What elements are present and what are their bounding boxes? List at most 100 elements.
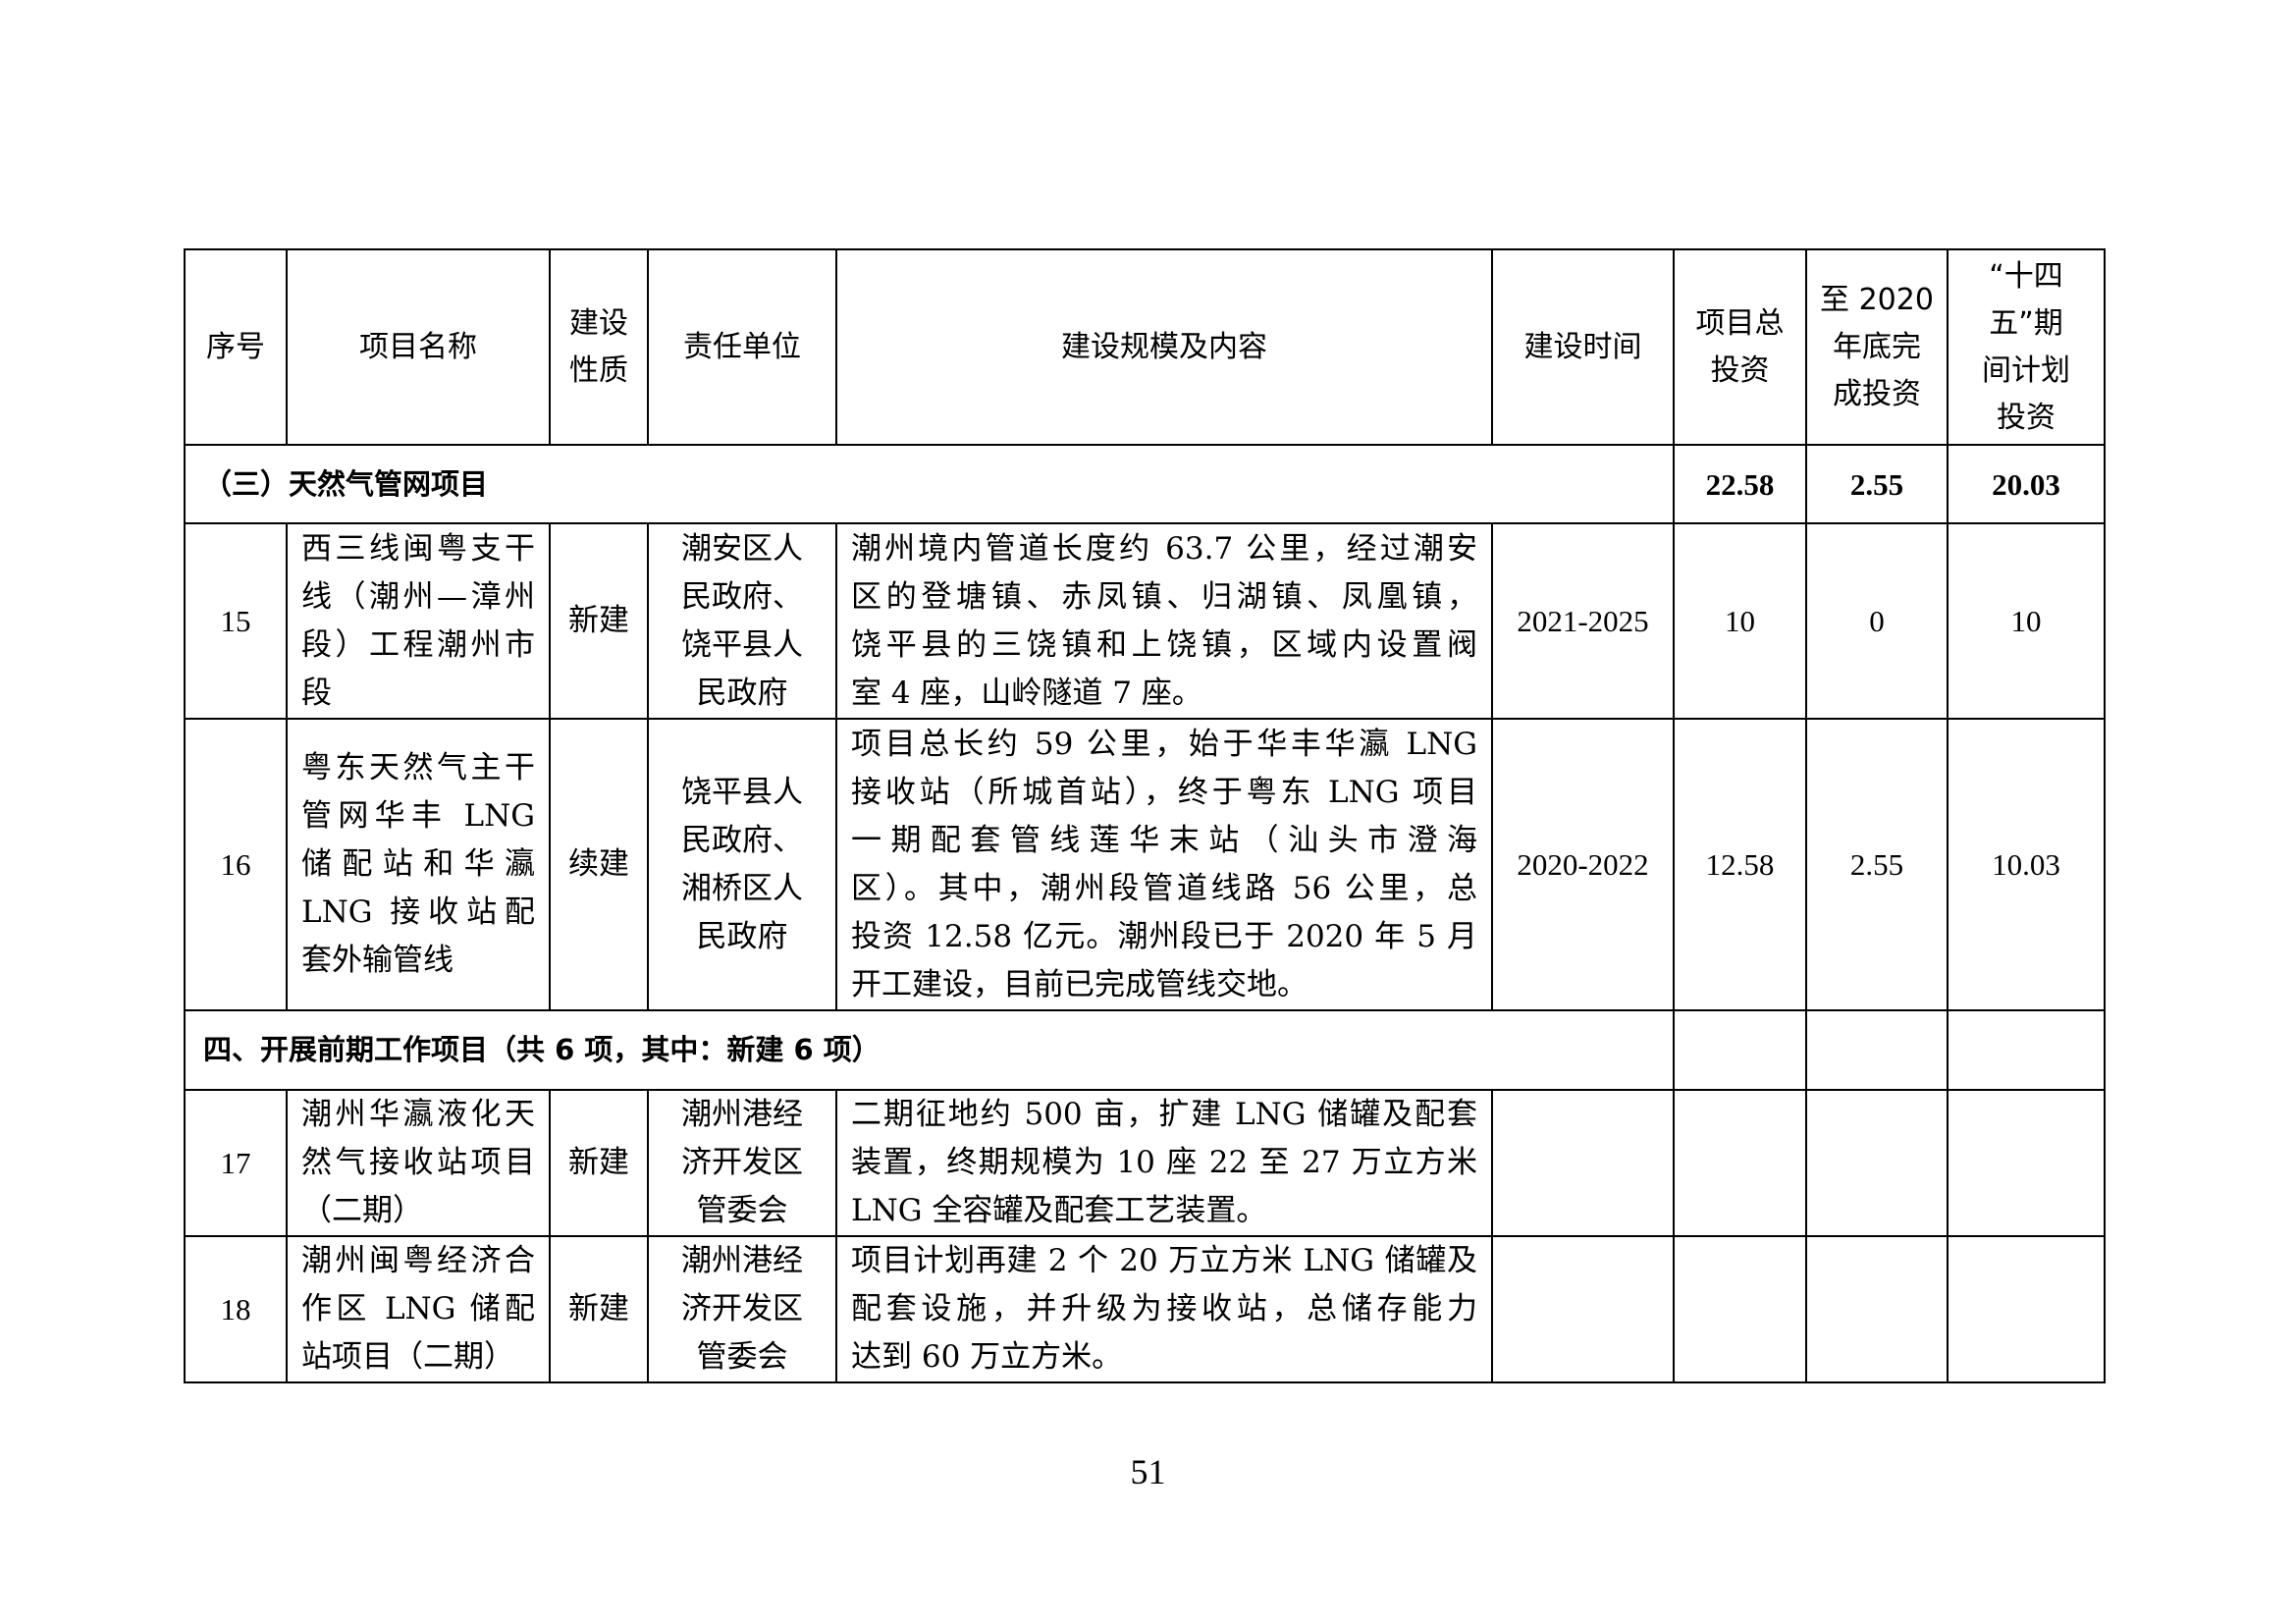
- cell-line: 站项目（二期）: [301, 1339, 514, 1375]
- col-project-name-header: 项目名称: [286, 248, 551, 446]
- cell-line: 达到 60 万立方米。: [851, 1339, 1123, 1375]
- project-name: 西三线闽粤支干 线（潮州—漳州 段）工程潮州市段: [286, 522, 551, 720]
- cell-line: 套外输管线: [301, 943, 454, 978]
- header-line: 项目名称: [359, 329, 477, 364]
- header-line: 投资: [1997, 400, 2056, 435]
- cell-line: 民政府、: [681, 822, 803, 858]
- cell-line: 项目总长约 59 公里，始于华丰华瀛 LNG: [851, 726, 1477, 762]
- total-investment: [1673, 1235, 1807, 1383]
- cell-line: 作区 LNG 储配: [301, 1291, 535, 1326]
- cell-line: 西三线闽粤支干: [301, 530, 535, 567]
- header-line: 五”期: [1989, 305, 2063, 341]
- plan-14th: [1947, 1235, 2106, 1383]
- responsible-unit: 潮州港经 济开发区 管委会: [647, 1235, 837, 1383]
- cell-line: 项目计划再建 2 个 20 万立方米 LNG 储罐及: [851, 1243, 1477, 1278]
- cell-line: 段: [301, 675, 332, 711]
- section-title: 四、开展前期工作项目（共 6 项，其中：新建 6 项）: [184, 1009, 1675, 1091]
- cell-line: 济开发区: [681, 1145, 803, 1180]
- cell-line: 一期配套管线莲华末站（汕头市澄海: [851, 822, 1477, 858]
- build-type: 新建: [549, 1089, 649, 1237]
- build-type: 新建: [549, 1235, 649, 1383]
- plan-14th: 10.03: [1947, 718, 2106, 1011]
- cell-line: 济开发区: [681, 1291, 803, 1326]
- project-name: 潮州华瀛液化天 然气接收站项目 （二期）: [286, 1089, 551, 1237]
- build-time: 2020-2022: [1491, 718, 1675, 1011]
- cell-line: 区）。其中，潮州段管道线路 56 公里，总: [851, 870, 1477, 906]
- cell-line: 区的登塘镇、赤凤镇、归湖镇、凤凰镇，: [851, 578, 1477, 615]
- header-line: 年底完: [1833, 329, 1921, 364]
- cell-line: 民政府: [696, 918, 788, 954]
- build-time: [1491, 1089, 1675, 1237]
- responsible-unit: 潮州港经济开发区管委会: [647, 1089, 837, 1237]
- section-plan: [1947, 1009, 2106, 1091]
- cell-line: 管网华丰 LNG: [301, 798, 535, 834]
- col-index-header: 序号: [184, 248, 288, 446]
- cell-line: 饶平县人: [681, 626, 803, 663]
- project-name: 潮州闽粤经济合 作区 LNG 储配 站项目（二期）: [286, 1235, 551, 1383]
- section-total: 22.58: [1673, 444, 1807, 524]
- cell-line: 潮州港经: [681, 1097, 803, 1132]
- cell-line: 配套设施，并升级为接收站，总储存能力: [851, 1291, 1477, 1326]
- cell-line: 管委会: [696, 1193, 788, 1228]
- col-build-type-header: 建设性质: [549, 248, 649, 446]
- cell-line: 潮州境内管道长度约 63.7 公里，经过潮安: [851, 530, 1477, 567]
- cell-line: 饶平县的三饶镇和上饶镇，区域内设置阀: [851, 626, 1477, 663]
- row-index: 18: [184, 1235, 288, 1383]
- build-type: 新建: [549, 522, 649, 720]
- completed-2020: [1805, 1235, 1949, 1383]
- table-row: 17 潮州华瀛液化天 然气接收站项目 （二期） 新建 潮州港经 济开发区 管委会 二期征地约 5…: [184, 1089, 2106, 1237]
- responsible-unit: 饶平县人民政府、湘桥区人民政府: [647, 718, 837, 1011]
- header-line: 至 2020: [1820, 282, 1934, 317]
- cell-line: 室 4 座，山岭隧道 7 座。: [851, 675, 1202, 711]
- table-row: 18 潮州闽粤经济合 作区 LNG 储配 站项目（二期） 新建 潮州港经 济开发区 管委会 项目…: [184, 1235, 2106, 1383]
- build-type: 续建: [549, 718, 649, 1011]
- cell-line: 饶平县人: [681, 774, 803, 810]
- section-done: 2.55: [1805, 444, 1949, 524]
- cell-line: （二期）: [301, 1193, 423, 1228]
- build-time: [1491, 1235, 1675, 1383]
- cell-line: 装置，终期规模为 10 座 22 至 27 万立方米: [851, 1145, 1477, 1180]
- row-index: 16: [184, 718, 288, 1011]
- cell-line: 潮安区人: [681, 530, 803, 567]
- table-header-row: 序号 项目名称 建设性质 责任单位 建设规模及内容 建设时间 项目总投资至 2020 年底完成…: [184, 248, 2106, 446]
- header-line: 建设规模及内容: [1061, 329, 1267, 364]
- header-line: “十四: [1989, 258, 2063, 294]
- build-time: 2021-2025: [1491, 522, 1675, 720]
- page-number: 51: [1130, 1452, 1166, 1491]
- table-row: 15 西三线闽粤支干 线（潮州—漳州 段）工程潮州市段新建 潮安区人 民政府、 饶平县人 民政…: [184, 522, 2106, 720]
- cell-line: LNG 接收站配: [301, 894, 535, 930]
- section-title: （三）天然气管网项目: [184, 444, 1675, 524]
- section-row: 四、开展前期工作项目（共 6 项，其中：新建 6 项）: [184, 1009, 2106, 1091]
- cell-line: 潮州港经: [681, 1243, 803, 1278]
- row-index: 17: [184, 1089, 288, 1237]
- header-line: 成投资: [1833, 376, 1921, 411]
- total-investment: 10: [1673, 522, 1807, 720]
- responsible-unit: 潮安区人 民政府、 饶平县人 民政府: [647, 522, 837, 720]
- cell-line: 线（潮州—漳州: [301, 578, 535, 615]
- cell-line: 开工建设，目前已完成管线交地。: [851, 966, 1308, 1002]
- cell-line: LNG 全容罐及配套工艺装置。: [851, 1193, 1267, 1228]
- cell-line: 潮州华瀛液化天: [301, 1097, 535, 1132]
- cell-line: 投资 12.58 亿元。潮州段已于 2020 年 5 月: [851, 918, 1477, 954]
- cell-line: 段）工程潮州市: [301, 626, 535, 663]
- cell-line: 潮州闽粤经济合: [301, 1243, 535, 1278]
- cell-line: 湘桥区人: [681, 870, 803, 906]
- cell-line: 接收站（所城首站），终于粤东 LNG 项目: [851, 774, 1477, 810]
- col-build-time-header: 建设时间: [1491, 248, 1675, 446]
- total-investment: 12.58: [1673, 718, 1807, 1011]
- total-investment: [1673, 1089, 1807, 1237]
- completed-2020: [1805, 1089, 1949, 1237]
- section-done: [1805, 1009, 1949, 1091]
- cell-line: 然气接收站项目: [301, 1145, 535, 1180]
- completed-2020: 0: [1805, 522, 1949, 720]
- table-row: 16 粤东天然气主干 管网华丰 LNG 储配站和华瀛 LNG 接收站配 套外输管线 续建 饶平…: [184, 718, 2106, 1011]
- col-completed-2020-header: 至 2020 年底完成投资: [1805, 248, 1949, 446]
- header-line: 间计划: [1982, 352, 2070, 388]
- completed-2020: 2.55: [1805, 718, 1949, 1011]
- scale-content: 潮州境内管道长度约 63.7 公里，经过潮安 区的登塘镇、赤凤镇、归湖镇、凤凰镇，…: [835, 522, 1493, 720]
- project-table: 序号 项目名称 建设性质 责任单位 建设规模及内容 建设时间 项目总投资至 2020 年底完成…: [184, 248, 2106, 1383]
- project-name: 粤东天然气主干 管网华丰 LNG 储配站和华瀛 LNG 接收站配 套外输管线: [286, 718, 551, 1011]
- plan-14th: [1947, 1089, 2106, 1237]
- scale-content: 项目总长约 59 公里，始于华丰华瀛 LNG 接收站（所城首站），终于粤东 LNG…: [835, 718, 1493, 1011]
- col-responsible-unit-header: 责任单位: [647, 248, 837, 446]
